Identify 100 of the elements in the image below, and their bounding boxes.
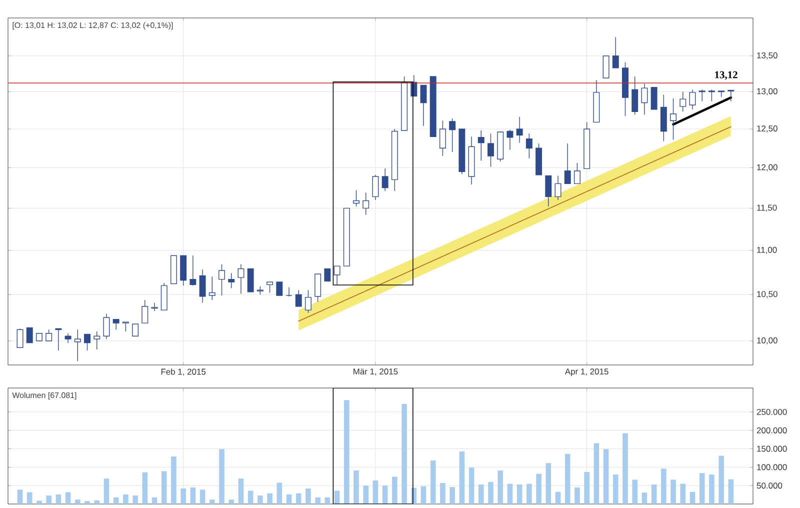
bar <box>584 472 590 504</box>
bar <box>498 470 503 504</box>
bar <box>402 404 407 504</box>
bar <box>382 486 388 504</box>
bar <box>555 492 561 504</box>
candlestick <box>526 133 532 159</box>
candlestick <box>516 116 523 144</box>
bar <box>161 471 167 504</box>
candlestick <box>151 302 158 312</box>
bar <box>200 490 206 504</box>
x-tick-label: Mär 1, 2015 <box>354 368 398 376</box>
candlestick <box>266 282 274 294</box>
bar <box>728 479 734 504</box>
candlestick <box>372 174 379 200</box>
candlestick <box>506 129 514 150</box>
bar <box>709 474 714 504</box>
candlestick <box>689 89 696 110</box>
bar <box>344 400 350 504</box>
candlestick <box>74 329 81 362</box>
candlestick <box>602 56 610 78</box>
candlestick <box>238 264 244 294</box>
candlestick <box>304 290 312 314</box>
ref-line-label: 13,12 <box>715 71 738 80</box>
candlestick <box>680 91 686 112</box>
y-tick-label: 100.000 <box>757 464 787 470</box>
candlestick <box>641 83 648 115</box>
bar <box>574 487 580 504</box>
candlestick <box>46 329 52 342</box>
candlestick <box>488 133 494 168</box>
bar <box>680 484 686 504</box>
bar <box>36 500 42 504</box>
bar <box>564 454 570 504</box>
y-tick-label: 250.000 <box>756 408 787 415</box>
candlestick <box>564 143 571 184</box>
candlestick <box>142 300 148 324</box>
candlestick <box>314 274 322 302</box>
bar <box>526 484 532 504</box>
bar <box>17 490 23 504</box>
y-tick-label: 10,00 <box>757 337 778 344</box>
y-tick-label: 10,50 <box>757 291 778 298</box>
bar <box>718 456 724 504</box>
y-tick-label: 12,50 <box>757 125 778 132</box>
y-tick-label: 13,00 <box>757 88 778 96</box>
bar <box>392 476 398 504</box>
bar <box>651 484 657 504</box>
bar <box>248 490 254 504</box>
candlestick <box>112 318 120 330</box>
y-tick-label: 50.000 <box>756 482 782 489</box>
candlestick <box>84 334 90 351</box>
bar <box>661 468 666 504</box>
bar <box>546 463 552 504</box>
candlestick <box>26 327 33 344</box>
bar <box>65 492 71 504</box>
bar <box>56 494 62 504</box>
bar <box>94 500 100 504</box>
bar <box>334 490 340 504</box>
candlestick <box>449 118 456 152</box>
candlestick <box>650 86 658 110</box>
bar <box>104 478 110 504</box>
bar <box>315 497 320 504</box>
candlestick <box>698 89 706 102</box>
bar <box>632 480 638 504</box>
y-tick-label: 12,00 <box>757 164 778 172</box>
bar <box>488 482 494 504</box>
bar <box>132 496 138 504</box>
bar <box>420 486 426 504</box>
candlestick <box>190 255 196 286</box>
bar <box>603 449 609 504</box>
y-tick-label: 200.000 <box>756 427 787 434</box>
bar <box>478 484 484 504</box>
candlestick <box>324 268 331 282</box>
bar <box>642 492 648 504</box>
bar <box>142 472 148 504</box>
bar <box>210 500 215 504</box>
bar <box>180 488 186 504</box>
bar <box>306 488 311 504</box>
bar <box>440 483 446 504</box>
bar <box>75 500 80 504</box>
candlestick <box>708 89 715 102</box>
candlestick <box>574 162 580 184</box>
bar <box>190 487 196 504</box>
candlestick <box>478 130 484 162</box>
candlestick <box>334 266 340 286</box>
bar <box>459 451 465 504</box>
candlestick <box>247 268 254 292</box>
bar <box>219 449 224 504</box>
bar <box>468 468 474 504</box>
candlestick <box>208 276 216 300</box>
bar <box>26 492 32 504</box>
bar <box>372 480 378 504</box>
candlestick <box>286 287 292 297</box>
candlestick <box>228 272 235 289</box>
bar <box>507 484 513 504</box>
candlestick <box>439 120 446 156</box>
candlestick <box>728 90 734 102</box>
candlestick <box>64 333 72 344</box>
bar <box>450 487 455 504</box>
candlestick <box>199 269 206 304</box>
bar <box>516 484 522 504</box>
candlestick <box>295 290 302 307</box>
